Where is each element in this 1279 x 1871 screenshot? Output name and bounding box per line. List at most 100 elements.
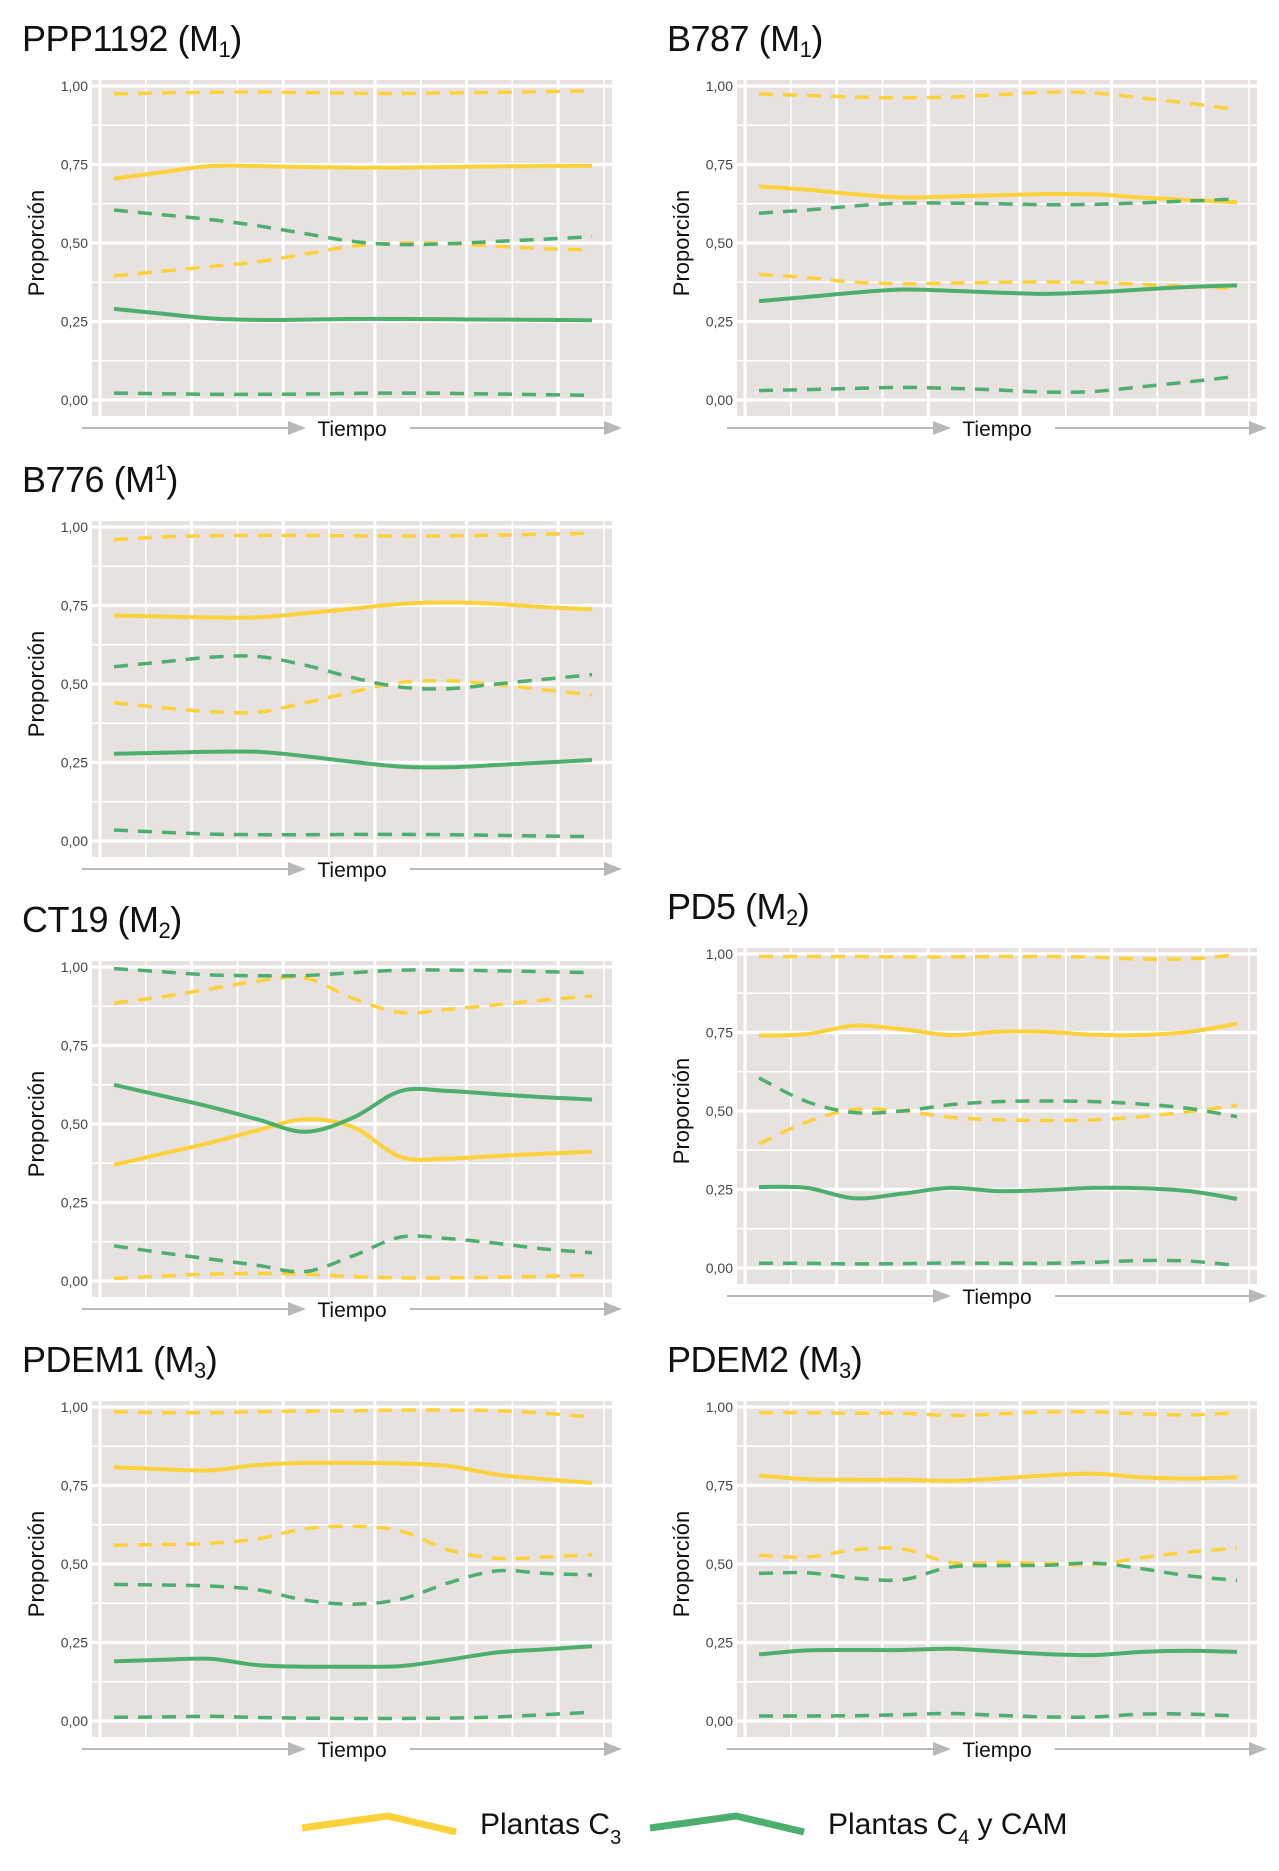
x-axis-label: Tiempo xyxy=(317,418,386,441)
y-axis-label: Proporción xyxy=(24,1511,49,1617)
arrow-right-icon xyxy=(933,1289,951,1303)
series-c3-mean xyxy=(113,600,593,620)
panel-title-close-paren: ) xyxy=(170,899,182,940)
time-axis: Tiempo xyxy=(727,418,1267,441)
series-c3-upper xyxy=(758,953,1238,961)
panel-title-superscript: 1 xyxy=(154,460,167,485)
y-tick-label: 1,00 xyxy=(61,78,88,94)
series-c4cam-lower xyxy=(113,1234,593,1274)
panel-title-close-paren: ) xyxy=(166,459,178,500)
time-axis: Tiempo xyxy=(727,1286,1267,1309)
series-c3-upper xyxy=(113,1408,593,1419)
x-axis-label: Tiempo xyxy=(962,418,1031,441)
panel-title-subscript: 1 xyxy=(218,37,231,62)
series-c3-lower xyxy=(113,678,593,715)
series-c3-lower xyxy=(113,1271,593,1281)
panel-title-text: B787 (M xyxy=(667,18,800,59)
arrow-right-icon xyxy=(1249,1742,1267,1756)
time-axis: Tiempo xyxy=(82,418,622,441)
series-c3-lower xyxy=(758,1103,1238,1146)
x-axis-label: Tiempo xyxy=(962,1739,1031,1762)
y-tick-label: 1,00 xyxy=(706,78,733,94)
series-c3-mean xyxy=(113,1460,593,1485)
y-tick-label: 0,50 xyxy=(61,676,88,692)
panel-title-close-paren: ) xyxy=(850,1339,863,1380)
y-tick-label: 0,25 xyxy=(61,1635,88,1651)
series-c3-upper xyxy=(113,531,593,542)
y-tick-label: 0,75 xyxy=(706,1478,733,1494)
legend-swatch-c4cam xyxy=(649,1812,805,1836)
series-c4cam-mean xyxy=(758,1646,1238,1658)
panel-title-text: PDEM1 (M xyxy=(22,1339,195,1380)
chart-svg: 0,00 0,25 0,50 0,75 1,00 Proporción Tiempo xyxy=(24,519,622,882)
panel-title-close-paren: ) xyxy=(797,886,810,927)
y-tick-label: 0,25 xyxy=(61,755,88,771)
series-c4cam-lower xyxy=(113,1710,593,1721)
series-c3-lower xyxy=(758,272,1238,291)
chart-svg: 0,00 0,25 0,50 0,75 1,00 Proporción Tiempo xyxy=(669,78,1267,441)
y-tick-label: 0,00 xyxy=(61,833,88,849)
y-tick-label: 0,50 xyxy=(61,1116,88,1132)
arrow-right-icon xyxy=(933,1742,951,1756)
y-tick-label: 0,00 xyxy=(706,1713,733,1729)
y-tick-label: 0,25 xyxy=(706,1182,733,1198)
panel-title: B787 (M1) xyxy=(667,18,823,63)
panel-ct19: CT19 (M2) 0,00 0,25 0,50 0,75 1,00 Proporción T… xyxy=(0,895,622,1335)
panel-title: PDEM1 (M3) xyxy=(22,1339,218,1384)
arrow-right-icon xyxy=(288,862,306,876)
series-c4cam-upper xyxy=(758,197,1238,215)
x-axis-label: Tiempo xyxy=(317,1299,386,1322)
arrow-right-icon xyxy=(288,1302,306,1316)
series-c4cam-upper xyxy=(113,208,593,247)
series-c4cam-upper xyxy=(113,966,593,978)
series-c3-upper xyxy=(113,975,593,1015)
series-c4cam-lower xyxy=(113,828,593,839)
plot-background xyxy=(737,1401,1257,1737)
legend-item-c3: Plantas C3 xyxy=(301,1808,621,1849)
panel-pd5: PD5 (M2) 0,00 0,25 0,50 0,75 1,00 Proporción Ti… xyxy=(645,882,1267,1322)
y-tick-label: 0,75 xyxy=(61,598,88,614)
y-axis-label: Proporción xyxy=(24,631,49,737)
series-c4cam-mean xyxy=(113,306,593,323)
plot-background xyxy=(92,80,612,416)
y-tick-label: 0,50 xyxy=(61,235,88,251)
series-c4cam-mean xyxy=(113,749,593,770)
series-c4cam-lower xyxy=(758,374,1238,395)
arrow-right-icon xyxy=(288,1742,306,1756)
series-c4cam-upper xyxy=(113,1568,593,1606)
legend-item-c4cam: Plantas C4 y CAM xyxy=(649,1808,1068,1849)
y-tick-label: 0,25 xyxy=(61,314,88,330)
y-tick-label: 1,00 xyxy=(61,519,88,535)
x-axis-label: Tiempo xyxy=(962,1286,1031,1309)
chart-svg: 0,00 0,25 0,50 0,75 1,00 Proporción Tiempo xyxy=(669,946,1267,1309)
panel-title-text: CT19 (M xyxy=(22,899,159,940)
panel-title: PD5 (M2) xyxy=(667,886,810,931)
y-tick-label: 1,00 xyxy=(61,959,88,975)
series-c3-lower xyxy=(113,241,593,278)
y-tick-label: 0,00 xyxy=(61,1713,88,1729)
plot-background xyxy=(737,80,1257,416)
chart-svg: 0,00 0,25 0,50 0,75 1,00 Proporción Tiempo xyxy=(24,78,622,441)
y-tick-label: 0,00 xyxy=(61,392,88,408)
arrow-right-icon xyxy=(288,421,306,435)
series-c4cam-mean xyxy=(758,1184,1238,1201)
legend: Plantas C3 Plantas C4 y CAM xyxy=(301,1808,1068,1849)
panel-title: B776 (M1) xyxy=(22,459,178,501)
panel-title-text: PDEM2 (M xyxy=(667,1339,840,1380)
chart-svg: 0,00 0,25 0,50 0,75 1,00 Proporción Tiempo xyxy=(669,1399,1267,1762)
panel-title-close-paren: ) xyxy=(230,18,242,59)
panel-ppp1192: PPP1192 (M1) 0,00 0,25 0,50 0,75 1,00 Proporci… xyxy=(0,14,622,454)
plot-background xyxy=(92,961,612,1297)
series-c4cam-lower xyxy=(758,1258,1238,1268)
series-c3-mean xyxy=(758,1471,1238,1483)
x-axis-label: Tiempo xyxy=(317,1739,386,1762)
plot-background xyxy=(92,521,612,857)
arrow-right-icon xyxy=(604,421,622,435)
x-axis-label: Tiempo xyxy=(317,859,386,882)
series-c4cam-mean xyxy=(113,1082,593,1134)
y-tick-label: 0,75 xyxy=(706,157,733,173)
y-tick-label: 0,00 xyxy=(61,1273,88,1289)
series-c4cam-upper xyxy=(113,654,593,691)
y-axis-label: Proporción xyxy=(669,1511,694,1617)
series-c3-upper xyxy=(758,1410,1238,1418)
